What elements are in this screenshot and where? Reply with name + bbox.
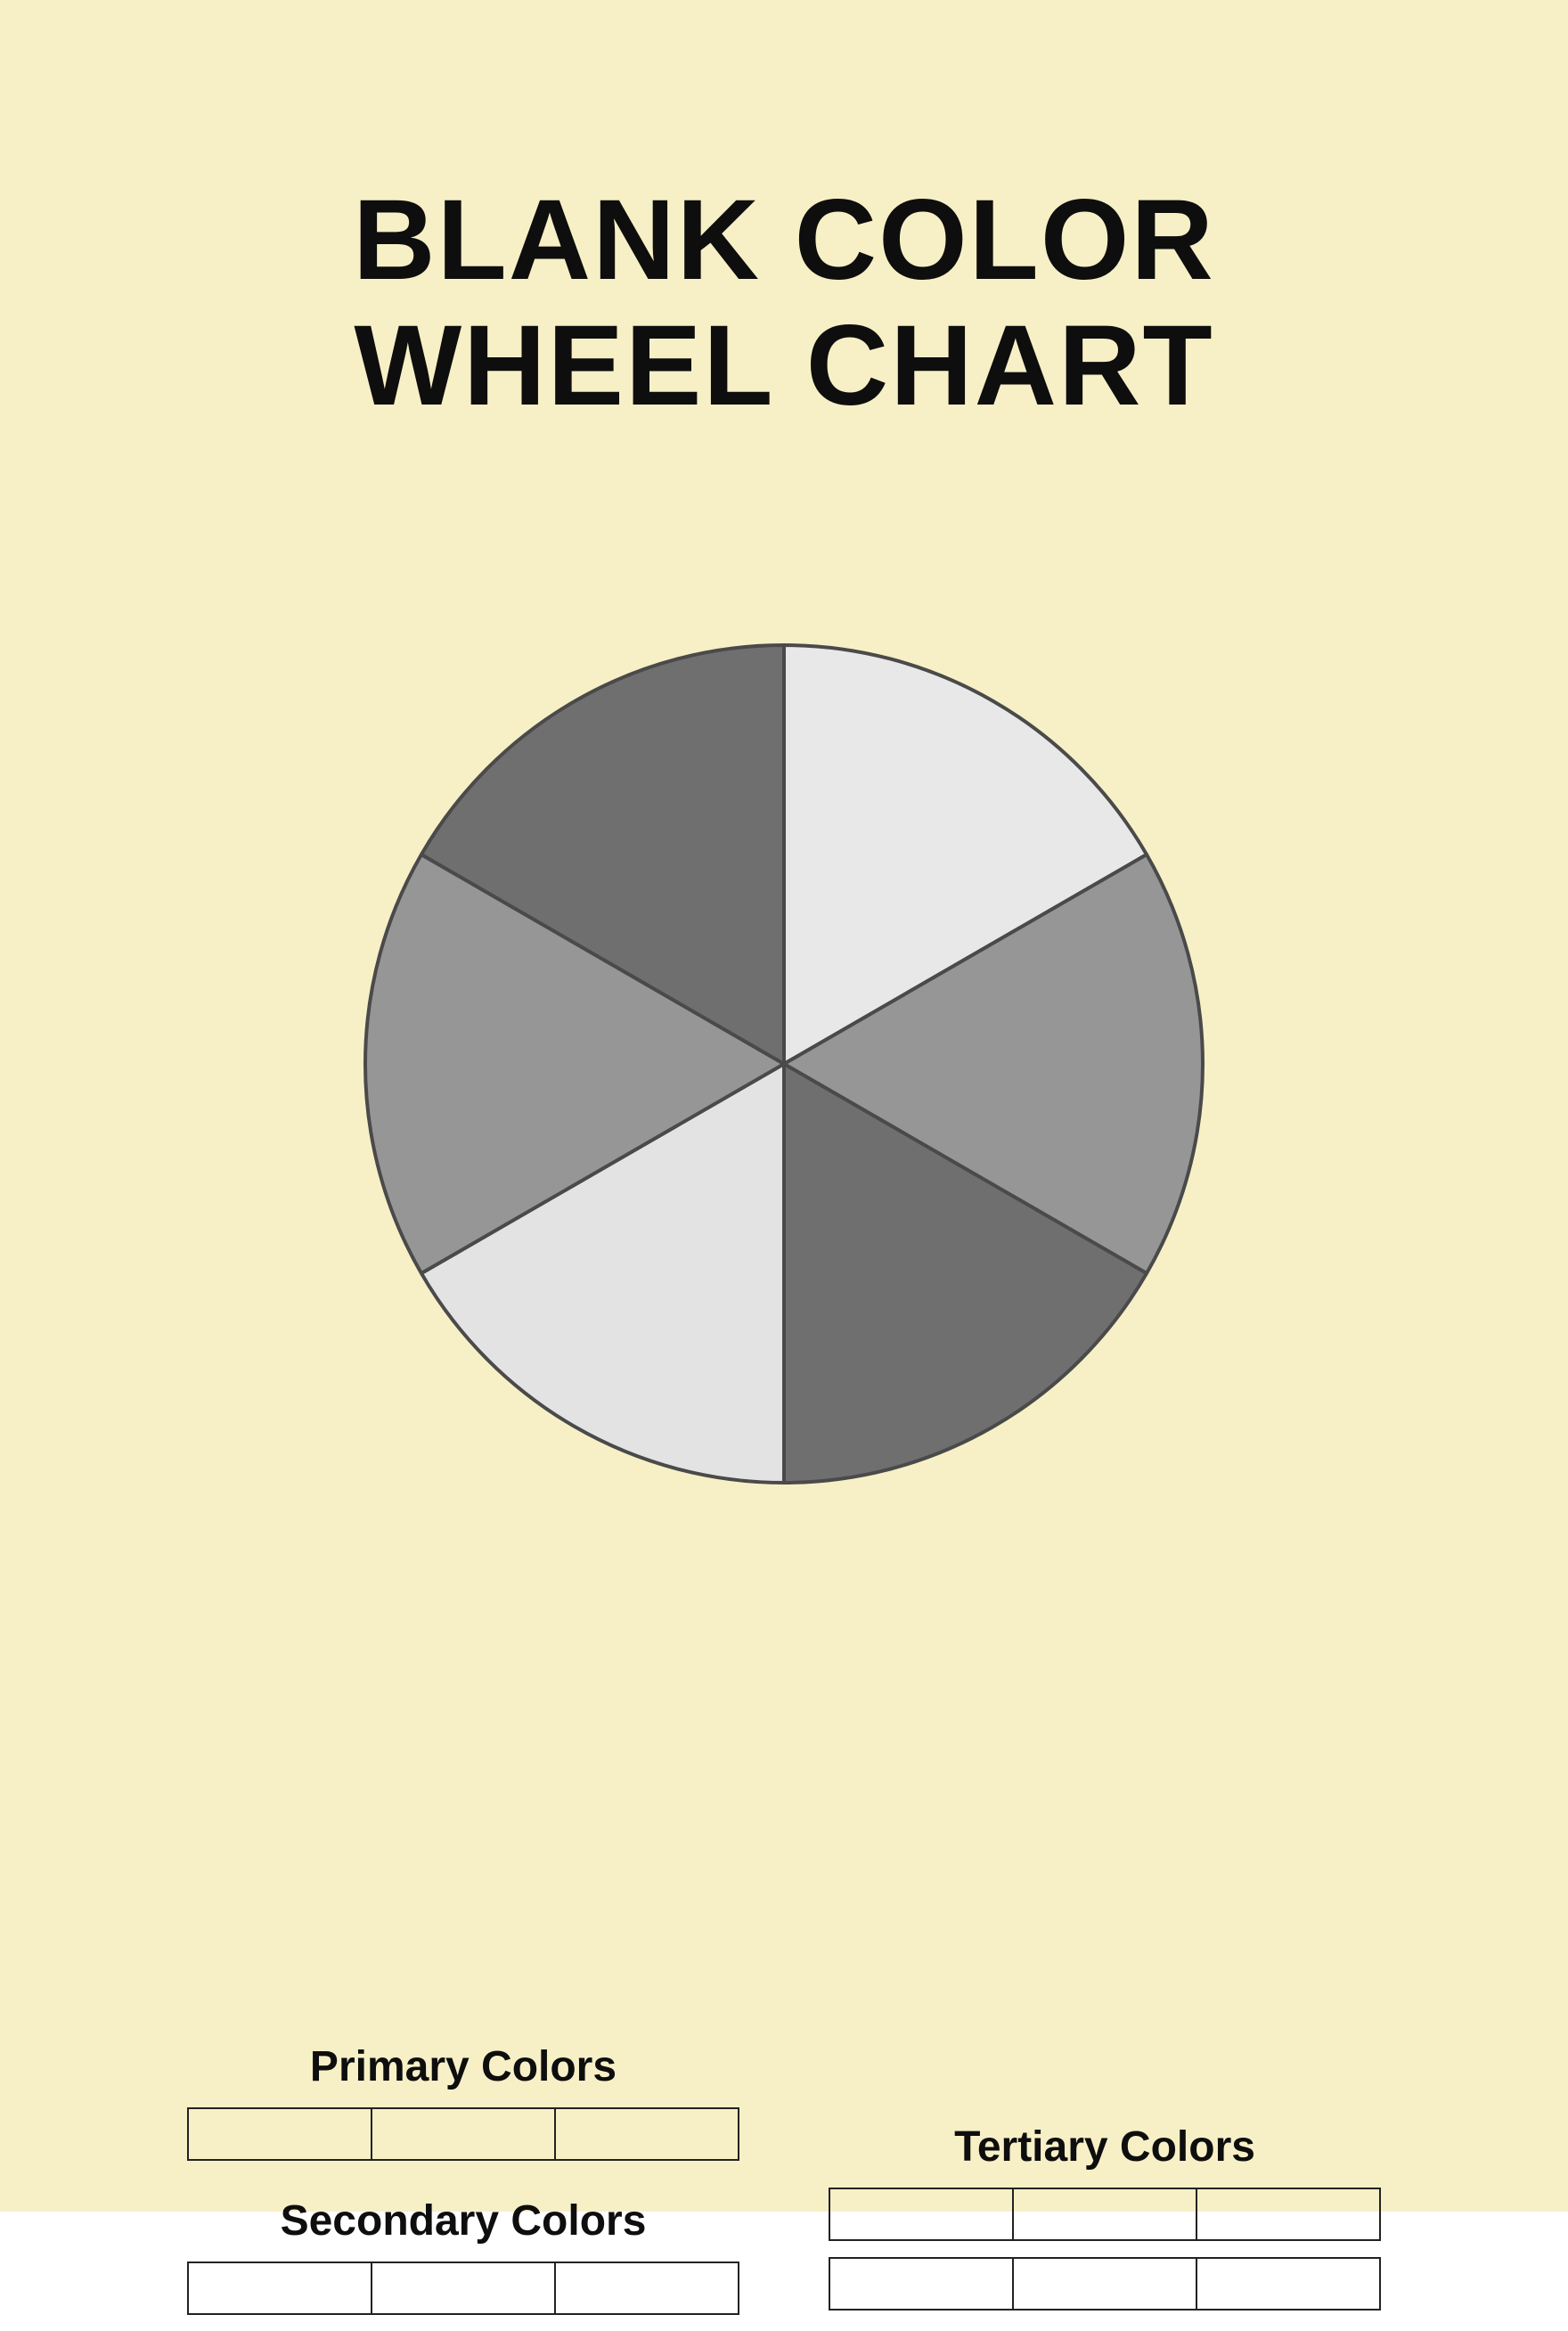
page-title: BLANK COLOR WHEEL CHART xyxy=(0,178,1568,429)
legend-right-column: Tertiary Colors xyxy=(829,2122,1381,2327)
legend-left-column: Primary Colors Secondary Colors xyxy=(187,2042,739,2331)
legend-cell xyxy=(372,2107,556,2161)
legend-block-right-0: Tertiary Colors xyxy=(829,2122,1381,2311)
legend-cell xyxy=(187,2261,372,2315)
legend-label: Tertiary Colors xyxy=(829,2122,1381,2172)
legend-block-left-0: Primary Colors xyxy=(187,2042,739,2161)
legend-cell xyxy=(372,2261,556,2315)
legend-block-left-1: Secondary Colors xyxy=(187,2196,739,2315)
legend-cell xyxy=(1197,2257,1381,2311)
title-line-1: BLANK COLOR xyxy=(353,176,1215,304)
legend-cell xyxy=(1197,2188,1381,2241)
page-root: BLANK COLOR WHEEL CHART Primary ColorsSe… xyxy=(0,0,1568,2212)
legend-row xyxy=(187,2261,739,2315)
legend-cell xyxy=(187,2107,372,2161)
color-wheel-svg xyxy=(362,642,1206,1486)
legend-cell xyxy=(829,2257,1014,2311)
legend-row xyxy=(187,2107,739,2161)
legend-label: Secondary Colors xyxy=(187,2196,739,2245)
legend-cell xyxy=(1014,2188,1197,2241)
legend-cell xyxy=(829,2188,1014,2241)
legend-row xyxy=(829,2257,1381,2311)
legend-cell xyxy=(1014,2257,1197,2311)
color-wheel xyxy=(362,642,1206,1491)
legend-label: Primary Colors xyxy=(187,2042,739,2091)
legend-row xyxy=(829,2188,1381,2241)
legend-cell xyxy=(556,2107,739,2161)
legend-cell xyxy=(556,2261,739,2315)
title-line-2: WHEEL CHART xyxy=(354,302,1213,429)
